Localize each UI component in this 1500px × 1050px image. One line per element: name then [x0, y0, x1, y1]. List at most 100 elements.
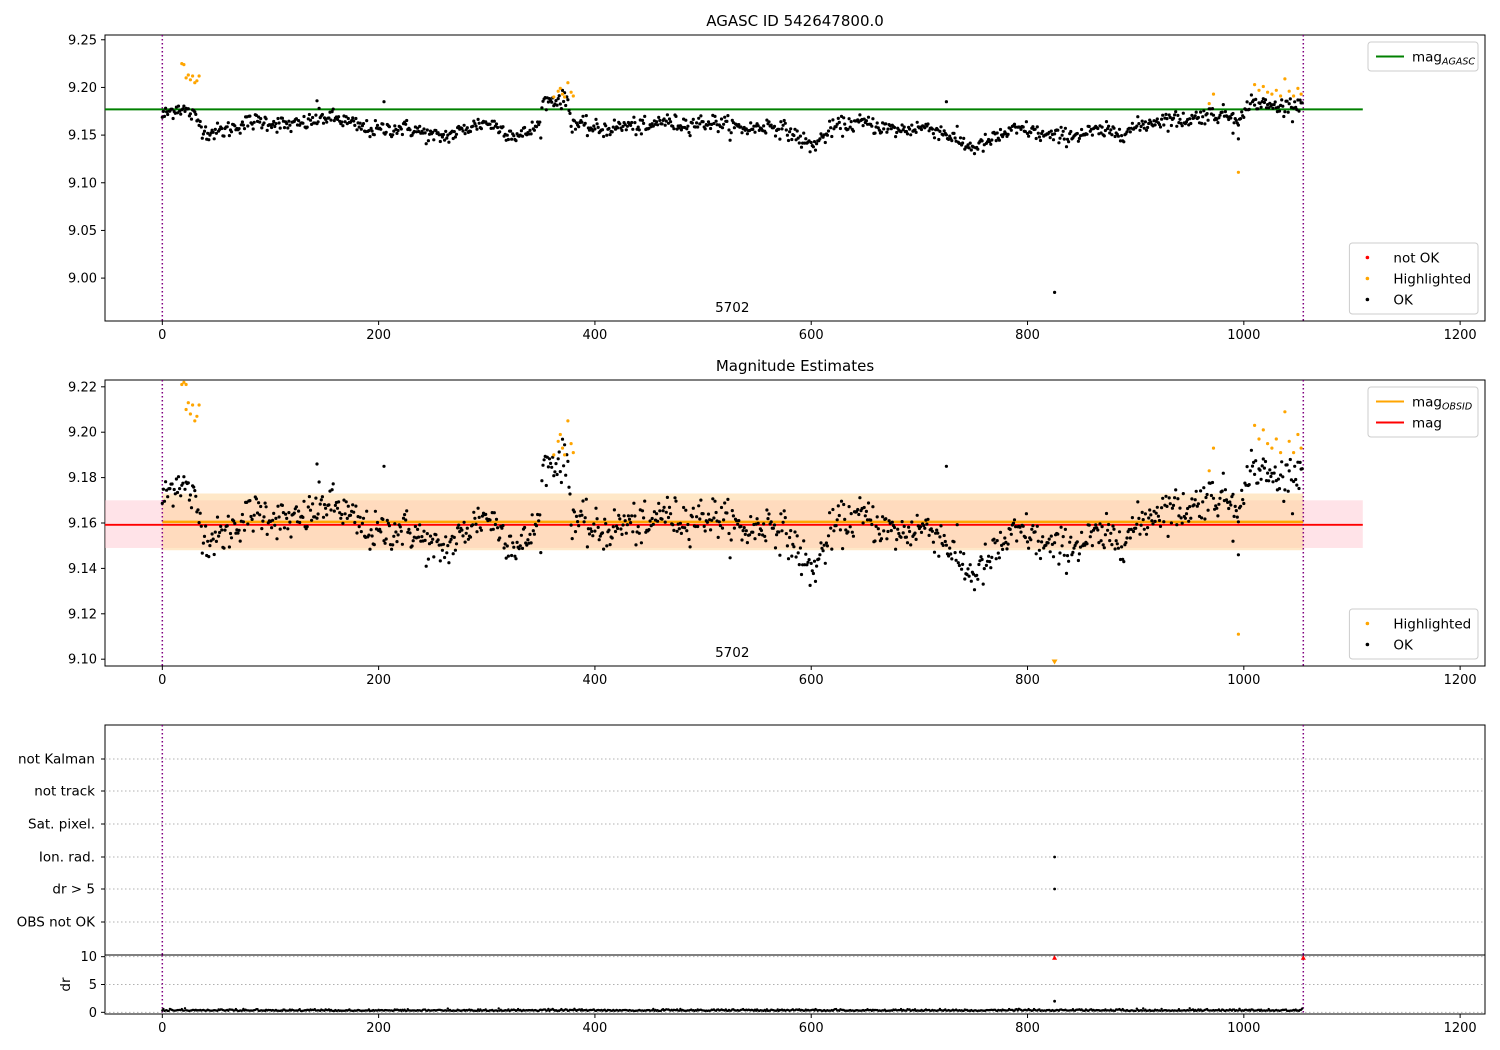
- ok-point: [451, 552, 455, 556]
- highlighted-point: [1274, 437, 1278, 441]
- ok-point: [254, 497, 258, 501]
- ok-point: [958, 136, 963, 140]
- ok-point: [789, 529, 793, 533]
- ok-point: [594, 117, 598, 121]
- ok-point: [669, 120, 673, 124]
- ok-point: [476, 117, 480, 121]
- ok-point: [192, 485, 196, 489]
- ok-point: [434, 533, 438, 537]
- ok-point: [1297, 486, 1301, 491]
- ok-point: [1217, 502, 1221, 506]
- ok-point: [281, 510, 285, 515]
- ok-point: [1069, 535, 1073, 539]
- ok-point: [288, 123, 292, 127]
- ok-point: [390, 547, 394, 551]
- ok-point: [753, 537, 757, 541]
- legend-dot-swatch: [1365, 297, 1370, 302]
- ok-point: [1059, 525, 1063, 529]
- ok-point: [757, 128, 761, 132]
- ok-point: [1063, 126, 1067, 130]
- ok-point: [370, 534, 374, 538]
- ok-point: [181, 481, 185, 485]
- highlighted-point: [195, 79, 199, 83]
- ok-point: [1184, 512, 1189, 516]
- ok-point: [471, 523, 475, 527]
- ok-point: [895, 538, 899, 542]
- ok-point: [909, 543, 913, 547]
- ok-point: [343, 512, 347, 516]
- ok-point: [1064, 571, 1069, 576]
- ok-point: [623, 123, 627, 127]
- ok-point: [285, 122, 289, 126]
- ok-point: [1215, 506, 1219, 510]
- ok-point: [337, 500, 341, 504]
- ok-point: [395, 540, 399, 544]
- ok-point: [1037, 548, 1041, 552]
- ok-point: [1056, 128, 1060, 132]
- ok-point: [207, 138, 211, 142]
- ok-point: [1149, 513, 1153, 517]
- ok-point: [954, 558, 958, 562]
- ok-point: [639, 541, 644, 545]
- ok-point: [541, 463, 545, 467]
- ok-point: [806, 560, 810, 564]
- ok-point: [1004, 540, 1008, 545]
- ok-point: [1263, 98, 1268, 102]
- ok-point: [971, 572, 976, 576]
- ok-point: [257, 501, 261, 505]
- ok-point: [781, 520, 785, 524]
- ok-point: [737, 123, 741, 127]
- ok-point: [1083, 543, 1087, 547]
- highlighted-point: [1287, 439, 1291, 443]
- ok-point: [332, 119, 336, 123]
- ok-point: [726, 497, 730, 501]
- ok-point: [492, 511, 496, 515]
- ok-point: [877, 532, 882, 536]
- ok-point: [834, 524, 838, 528]
- ok-point: [1031, 524, 1035, 528]
- panel-dr-plot: [105, 955, 1485, 1014]
- ok-point: [178, 487, 182, 491]
- ok-point: [272, 511, 276, 515]
- ok-point: [593, 127, 597, 131]
- ok-point: [831, 507, 835, 512]
- highlighted-point: [1253, 423, 1257, 427]
- ok-point: [818, 137, 822, 141]
- ok-point: [587, 532, 592, 536]
- ok-point: [275, 130, 279, 134]
- ok-point: [930, 529, 935, 533]
- ok-point: [324, 506, 328, 510]
- ok-point: [564, 473, 568, 477]
- ok-point: [873, 131, 877, 135]
- ok-point: [969, 148, 973, 152]
- ok-point: [716, 535, 720, 540]
- ok-point: [436, 538, 440, 542]
- ok-point: [695, 515, 699, 519]
- highlighted-point: [1292, 94, 1296, 98]
- ok-point: [338, 511, 342, 515]
- ok-point: [385, 518, 389, 523]
- ok-point: [636, 525, 640, 529]
- ok-point: [719, 505, 724, 510]
- ok-point: [1130, 516, 1134, 520]
- ok-point: [972, 152, 977, 156]
- ok-point: [501, 524, 505, 528]
- highlighted-point: [1257, 437, 1261, 441]
- highlighted-point: [563, 95, 567, 99]
- ok-point: [899, 130, 903, 134]
- ok-point: [1205, 112, 1209, 116]
- ok-point: [387, 524, 391, 528]
- ok-point: [297, 119, 301, 123]
- ok-point: [1241, 498, 1245, 502]
- dr-point: [298, 1008, 301, 1011]
- ok-point: [1128, 130, 1132, 134]
- outlier-marker: [1051, 659, 1058, 665]
- y-tick-label: 9.15: [68, 129, 97, 144]
- highlighted-point: [182, 63, 186, 67]
- ok-point: [1053, 132, 1057, 136]
- highlighted-point: [1253, 83, 1257, 87]
- ok-point: [997, 556, 1002, 560]
- ok-point: [369, 126, 373, 130]
- ok-point: [179, 494, 183, 498]
- ok-point: [200, 136, 204, 140]
